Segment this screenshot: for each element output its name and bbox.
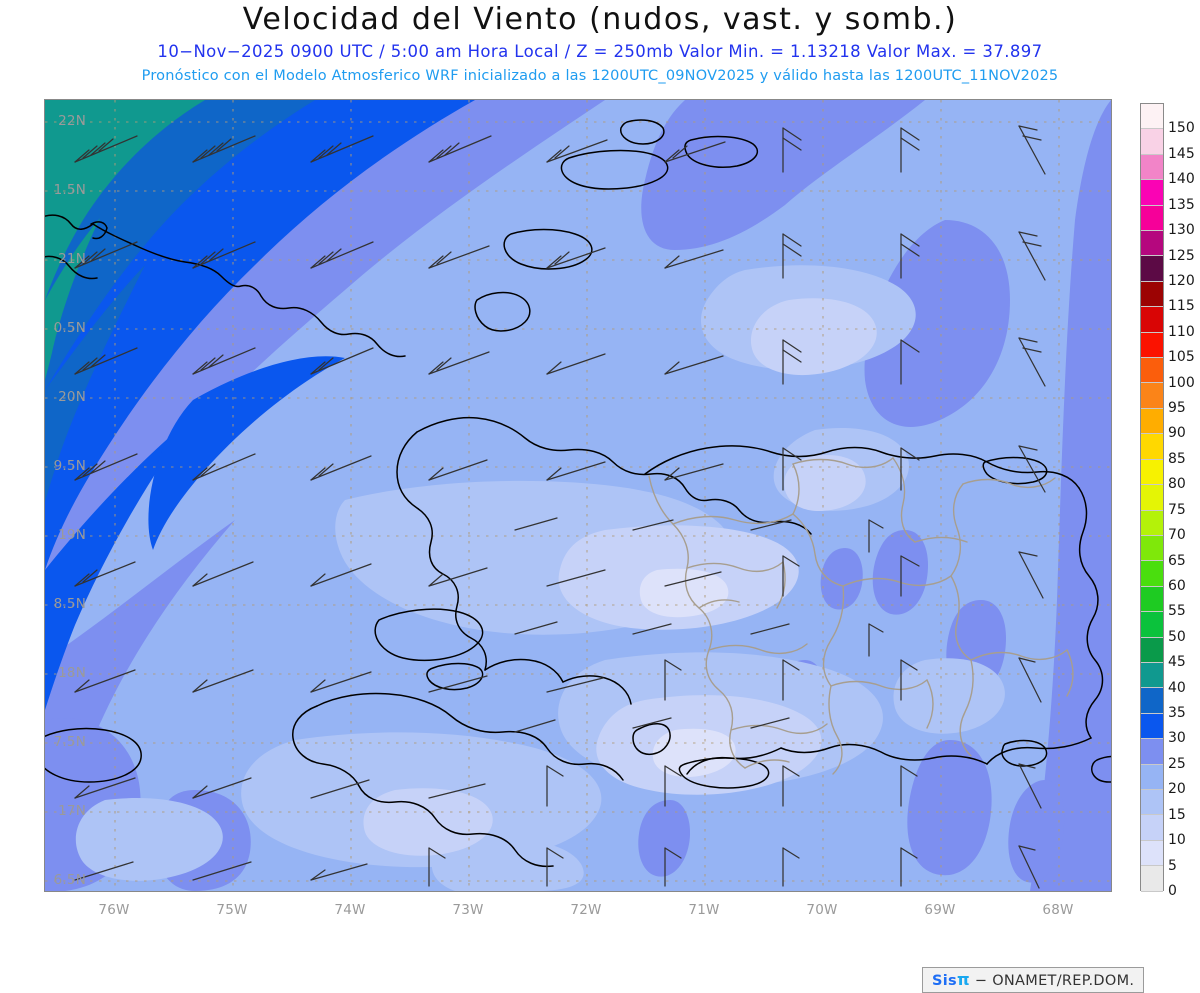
colorbar-swatch-80 [1141, 459, 1163, 486]
colorbar-swatch-130 [1141, 205, 1163, 232]
x-tick-71w: 71W [688, 902, 720, 918]
colorbar-swatch-60 [1141, 561, 1163, 587]
colorbar-label-115: 115 [1168, 298, 1195, 315]
x-tick-72w: 72W [570, 902, 602, 918]
colorbar-swatch-25 [1141, 739, 1163, 765]
y-tick-17n: 17N [58, 803, 86, 819]
header-line-1: 10−Nov−2025 0900 UTC / 5:00 am Hora Loca… [157, 42, 1043, 61]
colorbar-swatch-0 [1141, 866, 1163, 892]
coastlines [45, 119, 1111, 868]
y-tick-185n: 8.5N [53, 596, 86, 612]
colorbar-label-30: 30 [1168, 730, 1186, 747]
colorbar-swatch-55 [1141, 586, 1163, 613]
colorbar-swatch-100 [1141, 358, 1163, 384]
colorbar-swatch-90 [1141, 408, 1163, 435]
colorbar-swatch-70 [1141, 510, 1163, 536]
colorbar-label-15: 15 [1168, 806, 1186, 823]
colorbar-swatch-5 [1141, 840, 1163, 867]
colorbar[interactable] [1140, 103, 1164, 892]
colorbar-label-135: 135 [1168, 196, 1195, 213]
colorbar-label-145: 145 [1168, 145, 1195, 162]
x-tick-75w: 75W [216, 902, 248, 918]
colorbar-label-150: 150 [1168, 120, 1195, 137]
colorbar-swatch-75 [1141, 485, 1163, 511]
colorbar-label-80: 80 [1168, 476, 1186, 493]
wind-barbs [74, 125, 1046, 889]
sis-label: Sis [932, 973, 957, 989]
y-tick-22n: 22N [58, 113, 86, 129]
colorbar-label-5: 5 [1168, 857, 1177, 874]
page-title: Velocidad del Viento (nudos, vast. y som… [242, 2, 958, 37]
colorbar-swatch-145 [1141, 129, 1163, 155]
colorbar-swatch-150 [1141, 104, 1163, 130]
header-line-2: Pronóstico con el Modelo Atmosferico WRF… [141, 68, 1059, 84]
pi-symbol: π [956, 970, 970, 989]
y-tick-20n: 20N [58, 389, 86, 405]
wind-speed-map[interactable] [44, 99, 1112, 892]
colorbar-label-110: 110 [1168, 323, 1195, 340]
colorbar-label-60: 60 [1168, 577, 1186, 594]
colorbar-label-130: 130 [1168, 222, 1195, 239]
colorbar-swatch-45 [1141, 637, 1163, 663]
colorbar-label-105: 105 [1168, 349, 1195, 366]
chart-area: 22N 1.5N 21N 0.5N 20N 9.5N 19N 8.5N 18N … [0, 96, 1200, 993]
colorbar-label-75: 75 [1168, 501, 1186, 518]
colorbar-swatch-10 [1141, 815, 1163, 841]
x-tick-74w: 74W [334, 902, 366, 918]
colorbar-swatch-20 [1141, 764, 1163, 790]
agency-label: − ONAMET/REP.DOM. [969, 973, 1135, 989]
colorbar-swatch-120 [1141, 256, 1163, 282]
colorbar-label-95: 95 [1168, 400, 1186, 417]
colorbar-label-90: 90 [1168, 425, 1186, 442]
colorbar-label-35: 35 [1168, 705, 1186, 722]
province-borders [648, 457, 1074, 775]
colorbar-label-140: 140 [1168, 171, 1195, 188]
y-tick-215n: 1.5N [53, 182, 86, 198]
colorbar-label-85: 85 [1168, 450, 1186, 467]
colorbar-label-125: 125 [1168, 247, 1195, 264]
colorbar-label-55: 55 [1168, 603, 1186, 620]
y-tick-165n: 6.5N [53, 872, 86, 888]
colorbar-swatch-30 [1141, 713, 1163, 740]
credit-box: Sisπ − ONAMET/REP.DOM. [922, 967, 1145, 993]
y-tick-205n: 0.5N [53, 320, 86, 336]
colorbar-swatch-85 [1141, 434, 1163, 460]
x-tick-69w: 69W [924, 902, 956, 918]
colorbar-label-50: 50 [1168, 628, 1186, 645]
colorbar-swatch-50 [1141, 612, 1163, 638]
colorbar-swatch-35 [1141, 688, 1163, 714]
colorbar-label-120: 120 [1168, 272, 1195, 289]
colorbar-swatch-15 [1141, 789, 1163, 816]
header: Velocidad del Viento (nudos, vast. y som… [0, 0, 1200, 96]
colorbar-label-65: 65 [1168, 552, 1186, 569]
colorbar-label-70: 70 [1168, 527, 1186, 544]
x-tick-68w: 68W [1042, 902, 1074, 918]
colorbar-swatch-65 [1141, 535, 1163, 562]
y-tick-195n: 9.5N [53, 458, 86, 474]
colorbar-swatch-140 [1141, 154, 1163, 181]
colorbar-swatch-125 [1141, 231, 1163, 257]
colorbar-swatch-115 [1141, 281, 1163, 308]
x-tick-76w: 76W [98, 902, 130, 918]
colorbar-swatch-135 [1141, 180, 1163, 206]
colorbar-swatch-110 [1141, 307, 1163, 333]
colorbar-label-100: 100 [1168, 374, 1195, 391]
x-tick-73w: 73W [452, 902, 484, 918]
y-tick-175n: 7.5N [53, 734, 86, 750]
colorbar-swatch-95 [1141, 383, 1163, 409]
x-tick-70w: 70W [806, 902, 838, 918]
colorbar-label-25: 25 [1168, 755, 1186, 772]
y-tick-19n: 19N [58, 527, 86, 543]
colorbar-swatch-105 [1141, 332, 1163, 359]
y-tick-18n: 18N [58, 665, 86, 681]
colorbar-label-0: 0 [1168, 883, 1177, 899]
colorbar-label-10: 10 [1168, 832, 1186, 849]
colorbar-swatch-40 [1141, 662, 1163, 689]
colorbar-label-20: 20 [1168, 781, 1186, 798]
y-tick-21n: 21N [58, 251, 86, 267]
colorbar-label-40: 40 [1168, 679, 1186, 696]
colorbar-label-45: 45 [1168, 654, 1186, 671]
